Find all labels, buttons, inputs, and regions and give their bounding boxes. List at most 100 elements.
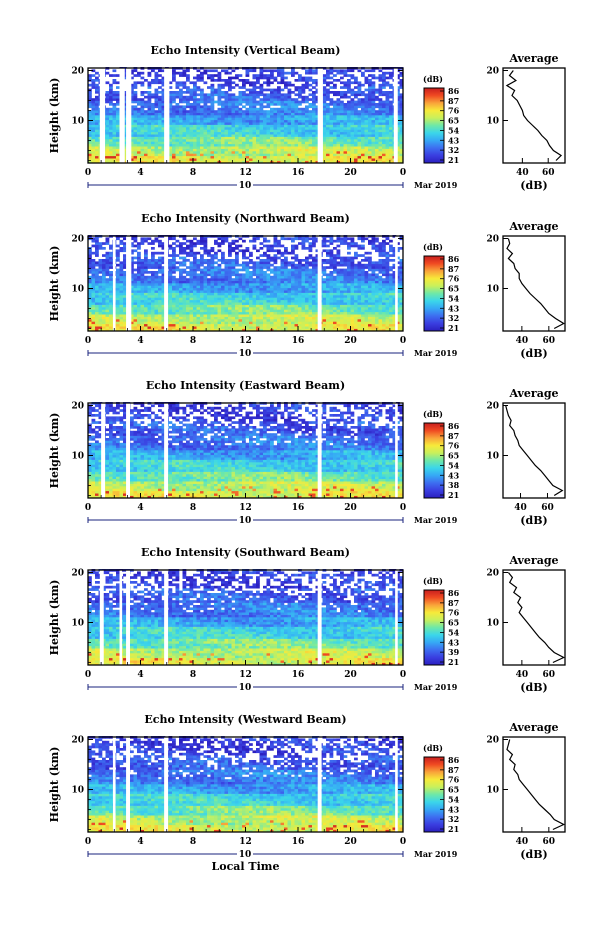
data-gap xyxy=(317,68,323,163)
month-label: Mar 2019 xyxy=(414,682,458,692)
x-tick-label: 0 xyxy=(85,168,91,178)
profile-title: Average xyxy=(508,387,558,400)
colorbar-tick-label: 86 xyxy=(448,421,460,431)
x-tick-label: 0 xyxy=(85,503,91,513)
date-label-bg xyxy=(237,848,253,859)
profile-title: Average xyxy=(508,554,558,567)
panel-2: Echo Intensity (Eastward Beam) 10 20 Height… xyxy=(48,379,566,527)
colorbar-tick-label: 21 xyxy=(448,824,459,834)
colorbar-tick-label: 54 xyxy=(448,293,460,303)
x-tick-label: 0 xyxy=(85,837,91,847)
profile-x-tick-label: 40 xyxy=(516,168,529,178)
heatmap-cells xyxy=(88,402,404,499)
data-gap xyxy=(164,570,169,665)
x-tick-label: 8 xyxy=(190,503,196,513)
heatmap-cells xyxy=(88,569,404,666)
data-gap xyxy=(317,737,322,832)
y-axis-label: Height (km) xyxy=(48,246,61,322)
profile-x-tick-label: 60 xyxy=(541,503,554,513)
heatmap-cells xyxy=(88,235,404,332)
colorbar-tick-label: 21 xyxy=(448,657,459,667)
x-tick-label: 12 xyxy=(239,670,252,680)
x-tick-label: 4 xyxy=(137,336,143,346)
date-label: 10 xyxy=(239,850,252,860)
x-tick-label: 4 xyxy=(137,837,143,847)
date-label: 10 xyxy=(239,683,252,693)
y-axis-label: Height (km) xyxy=(48,413,61,489)
data-gap xyxy=(112,236,116,331)
colorbar-unit: (dB) xyxy=(423,409,443,419)
y-axis-label: Height (km) xyxy=(48,78,61,154)
profile-title: Average xyxy=(508,721,558,734)
profile-frame xyxy=(502,402,566,499)
x-tick-label: 16 xyxy=(292,837,305,847)
x-tick-label: 12 xyxy=(239,336,252,346)
x-tick-label: 12 xyxy=(239,837,252,847)
colorbar-tick-label: 43 xyxy=(448,303,460,313)
profile-x-tick-label: 60 xyxy=(543,336,556,346)
colorbar-tick-label: 43 xyxy=(448,637,460,647)
colorbar-unit: (dB) xyxy=(423,743,443,753)
month-label: Mar 2019 xyxy=(414,348,458,358)
month-label: Mar 2019 xyxy=(414,849,458,859)
colorbar xyxy=(423,589,445,666)
heatmap-cells xyxy=(88,67,404,164)
colorbar-tick-label: 87 xyxy=(448,431,459,441)
date-label: 10 xyxy=(239,516,252,526)
colorbar xyxy=(423,87,445,164)
x-tick-label: 0 xyxy=(85,670,91,680)
colorbar-tick-label: 76 xyxy=(448,608,460,618)
colorbar-tick-label: 21 xyxy=(448,155,459,165)
colorbar-tick-label: 65 xyxy=(448,284,459,294)
data-gap xyxy=(126,68,132,163)
x-tick-label: 20 xyxy=(344,336,357,346)
colorbar-tick-label: 43 xyxy=(448,135,460,145)
panel-title: Echo Intensity (Northward Beam) xyxy=(141,212,350,225)
profile-line xyxy=(506,739,566,831)
date-label: 10 xyxy=(239,349,252,359)
profile-title: Average xyxy=(508,220,558,233)
x-tick-label: 16 xyxy=(292,336,305,346)
x-tick-label: 0 xyxy=(400,670,406,680)
profile-frame xyxy=(502,736,566,833)
colorbar-tick-label: 54 xyxy=(448,460,460,470)
data-gap xyxy=(112,737,116,832)
colorbar xyxy=(423,422,445,499)
data-gap xyxy=(164,737,169,832)
y-tick-label: 20 xyxy=(71,402,84,412)
x-tick-label: 16 xyxy=(292,503,305,513)
colorbar-tick-label: 65 xyxy=(448,451,459,461)
x-tick-label: 0 xyxy=(400,503,406,513)
colorbar-tick-label: 32 xyxy=(448,814,459,824)
colorbar-tick-label: 32 xyxy=(448,313,459,323)
profile-x-tick-label: 60 xyxy=(543,837,556,847)
colorbar-unit: (dB) xyxy=(423,74,443,84)
colorbar-tick-label: 38 xyxy=(448,480,460,490)
y-tick-label: 20 xyxy=(71,67,84,77)
colorbar-unit: (dB) xyxy=(423,576,443,586)
data-gap xyxy=(164,68,170,163)
y-tick-label: 20 xyxy=(71,569,84,579)
x-tick-label: 20 xyxy=(344,168,357,178)
data-gap xyxy=(101,403,106,498)
panel-title: Echo Intensity (Southward Beam) xyxy=(141,546,350,559)
colorbar-tick-label: 54 xyxy=(448,794,460,804)
data-gap xyxy=(126,236,132,331)
colorbar-tick-label: 86 xyxy=(448,254,460,264)
y-tick-label: 10 xyxy=(71,786,84,796)
data-gap xyxy=(317,403,322,498)
data-gap xyxy=(126,570,130,665)
profile-y-tick-label: 10 xyxy=(486,285,499,295)
x-tick-label: 20 xyxy=(344,837,357,847)
colorbar-tick-label: 87 xyxy=(448,598,459,608)
profile-x-tick-label: 60 xyxy=(542,168,555,178)
profile-title: Average xyxy=(508,52,558,65)
profile-x-label: (dB) xyxy=(520,681,547,694)
y-tick-label: 10 xyxy=(71,619,84,629)
panel-1: Echo Intensity (Northward Beam) 10 20 Heigh… xyxy=(48,212,566,360)
date-label-bg xyxy=(237,681,253,692)
panel-3: Echo Intensity (Southward Beam) 10 20 Heigh… xyxy=(48,546,566,694)
heatmap-cells xyxy=(88,736,404,833)
profile-y-tick-label: 20 xyxy=(486,402,499,412)
